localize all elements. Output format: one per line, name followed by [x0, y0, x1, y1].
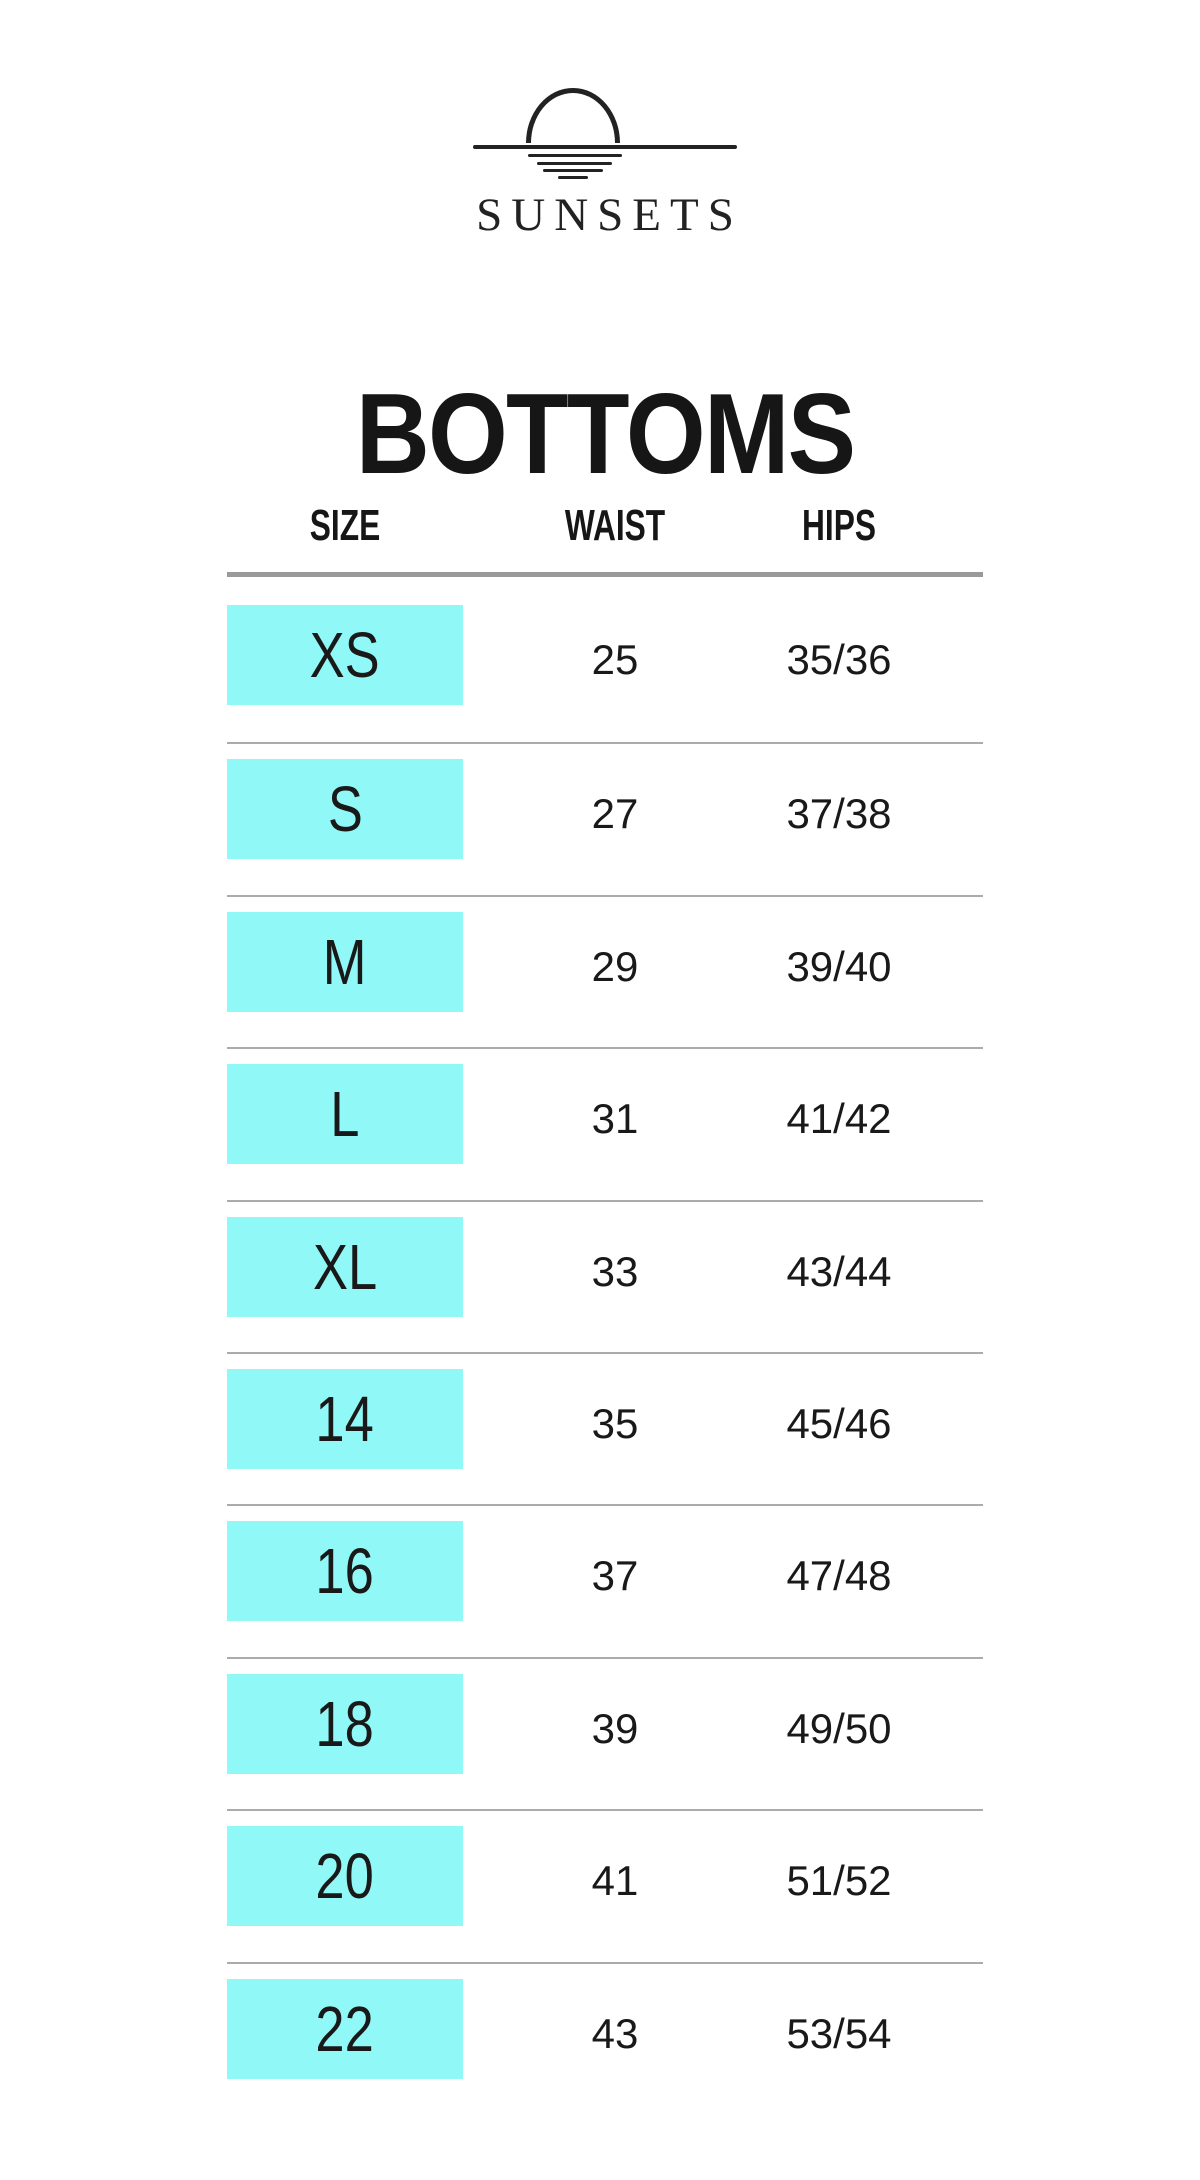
size-badge: 14 [227, 1368, 463, 1469]
column-header-size: SIZE [309, 501, 381, 550]
waist-value: 33 [591, 1247, 639, 1295]
reflection-line-icon [543, 168, 603, 172]
page-title: BOTTOMS [355, 371, 856, 499]
reflection-line-icon [558, 176, 588, 179]
size-badge: S [227, 759, 463, 860]
table-row: L 31 41/42 [227, 1047, 983, 1199]
size-label: 20 [315, 1840, 375, 1913]
hips-value: 37/38 [786, 790, 892, 838]
column-header-hips: HIPS [802, 501, 876, 550]
table-body: XS 25 35/36 S 27 37/38 M 29 39/40 L 31 4… [227, 590, 983, 2114]
size-label: XL [312, 1230, 378, 1303]
waist-value: 25 [591, 636, 639, 683]
hips-value: 53/54 [786, 2009, 892, 2057]
table-row: 14 35 45/46 [227, 1351, 983, 1504]
waist-value: 37 [591, 1552, 639, 1600]
hips-value: 43/44 [786, 1247, 892, 1295]
brand-name: SUNSETS [476, 189, 743, 241]
table-row: 20 41 51/52 [227, 1809, 983, 1961]
hips-value: 45/46 [786, 1399, 892, 1447]
table-row: M 29 39/40 [227, 894, 983, 1047]
column-header-waist: WAIST [564, 501, 666, 550]
size-label: 18 [315, 1687, 375, 1760]
table-row: 16 37 47/48 [227, 1504, 983, 1656]
table-row: S 27 37/38 [227, 742, 983, 894]
size-label: XS [309, 619, 381, 691]
waist-value: 27 [591, 790, 639, 838]
size-badge: XL [227, 1216, 463, 1317]
table-row: 18 39 49/50 [227, 1656, 983, 1809]
size-label: 22 [315, 1992, 375, 2065]
table-row: 22 43 53/54 [227, 1961, 983, 2114]
size-badge: 22 [227, 1978, 463, 2079]
hips-value: 49/50 [786, 1704, 892, 1752]
brand-logo: SUNSETS [0, 0, 1200, 280]
horizon-line [473, 145, 737, 149]
size-label: 14 [315, 1382, 375, 1455]
size-label: S [327, 773, 363, 846]
size-badge: M [227, 911, 463, 1012]
header-rule [227, 572, 983, 577]
waist-value: 41 [591, 1857, 639, 1905]
reflection-line-icon [537, 161, 612, 165]
waist-value: 35 [591, 1399, 639, 1447]
size-label: M [323, 925, 367, 998]
size-label: L [330, 1078, 360, 1151]
waist-value: 31 [591, 1095, 639, 1143]
hips-value: 39/40 [786, 942, 892, 990]
waist-value: 39 [591, 1704, 639, 1752]
size-badge: 18 [227, 1673, 463, 1774]
hips-value: 41/42 [786, 1095, 892, 1143]
hips-value: 51/52 [786, 1857, 892, 1905]
reflection-line-icon [528, 154, 622, 157]
size-label: 16 [315, 1535, 375, 1608]
waist-value: 29 [591, 942, 639, 990]
size-badge: XS [227, 605, 463, 705]
size-chart-table: SIZE WAIST HIPS XS 25 35/36 S 27 37/38 M… [227, 0, 983, 2180]
table-row: XL 33 43/44 [227, 1199, 983, 1352]
size-badge: 16 [227, 1521, 463, 1622]
waist-value: 43 [591, 2009, 639, 2057]
size-badge: L [227, 1064, 463, 1165]
table-header-row: SIZE WAIST HIPS [227, 504, 983, 548]
hips-value: 47/48 [786, 1552, 892, 1600]
size-badge: 20 [227, 1826, 463, 1927]
table-row: XS 25 35/36 [227, 590, 983, 742]
hips-value: 35/36 [786, 636, 892, 683]
